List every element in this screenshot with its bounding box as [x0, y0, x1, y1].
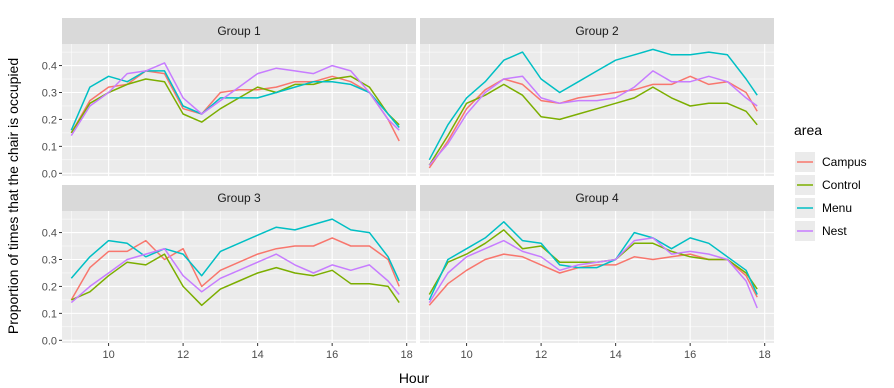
facet-strip-label: Group 3 — [217, 191, 261, 205]
y-tick-label: 0.2 — [42, 114, 57, 126]
legend-label: Nest — [822, 224, 847, 238]
series-line-campus — [428, 75, 758, 169]
legend-item-campus: Campus — [795, 152, 867, 172]
x-tick-label: 14 — [252, 349, 264, 361]
x-tick-label: 16 — [684, 349, 696, 361]
panel-2: Group 2 — [420, 18, 774, 176]
x-axis-title: Hour — [399, 370, 430, 386]
y-tick-label: 0.0 — [42, 335, 57, 347]
panel-1: Group 1 0.0 0.1 0.2 0.3 0.4 — [42, 18, 416, 180]
legend-items: Campus Control Menu Nest — [795, 152, 867, 241]
x-tick-label: 12 — [177, 349, 189, 361]
y-tick-label: 0.4 — [42, 228, 57, 240]
plot-panel — [62, 44, 416, 176]
facet-strip — [420, 18, 774, 44]
legend-item-control: Control — [795, 175, 861, 195]
x-tick-label: 12 — [535, 349, 547, 361]
x-tick-label: 18 — [401, 349, 413, 361]
legend-title: area — [794, 122, 822, 138]
y-tick-label: 0.3 — [42, 87, 57, 99]
y-axis-title: Proportion of times that the chair is oc… — [5, 58, 21, 334]
panels-layer: Group 1 0.0 0.1 0.2 0.3 0.4 Group 2 Group 3 0.0 0… — [42, 18, 774, 361]
legend: area Campus Control Menu Nest — [794, 122, 867, 241]
series-line-menu — [428, 221, 758, 301]
y-tick-label: 0.0 — [42, 168, 57, 180]
series-line-campus — [70, 237, 400, 301]
plot-panel — [420, 211, 774, 343]
x-tick-label: 18 — [759, 349, 771, 361]
plot-panel — [62, 211, 416, 343]
series-line-menu — [428, 48, 758, 161]
series-line-menu — [70, 70, 400, 131]
facet-strip — [420, 185, 774, 211]
y-tick-label: 0.4 — [42, 61, 57, 73]
series-line-nest — [428, 70, 758, 166]
x-tick-label: 16 — [326, 349, 338, 361]
legend-item-nest: Nest — [795, 221, 847, 241]
facet-strip-label: Group 4 — [575, 191, 619, 205]
x-tick-label: 14 — [610, 349, 622, 361]
series-line-control — [428, 83, 758, 166]
y-tick-label: 0.3 — [42, 254, 57, 266]
legend-label: Control — [822, 178, 861, 192]
series-line-nest — [70, 62, 400, 136]
y-tick-label: 0.1 — [42, 141, 57, 153]
legend-label: Menu — [822, 201, 852, 215]
series-line-nest — [70, 247, 400, 304]
legend-item-menu: Menu — [795, 198, 852, 218]
panel-4: Group 4 10 12 14 16 18 — [420, 185, 774, 361]
facet-strip — [62, 18, 416, 44]
series-line-control — [71, 253, 400, 307]
y-tick-label: 0.2 — [42, 281, 57, 293]
x-tick-label: 10 — [102, 349, 114, 361]
plot-panel — [420, 44, 774, 176]
series-line-menu — [70, 218, 400, 282]
facet-strip-label: Group 2 — [575, 24, 619, 38]
legend-label: Campus — [822, 155, 867, 169]
y-tick-label: 0.1 — [42, 308, 57, 320]
facet-strip-label: Group 1 — [217, 24, 261, 38]
panel-3: Group 3 0.0 0.1 0.2 0.3 0.4 10 12 14 16 18 — [42, 185, 416, 361]
facet-strip — [62, 185, 416, 211]
x-tick-label: 10 — [460, 349, 472, 361]
series-line-nest — [428, 237, 758, 309]
